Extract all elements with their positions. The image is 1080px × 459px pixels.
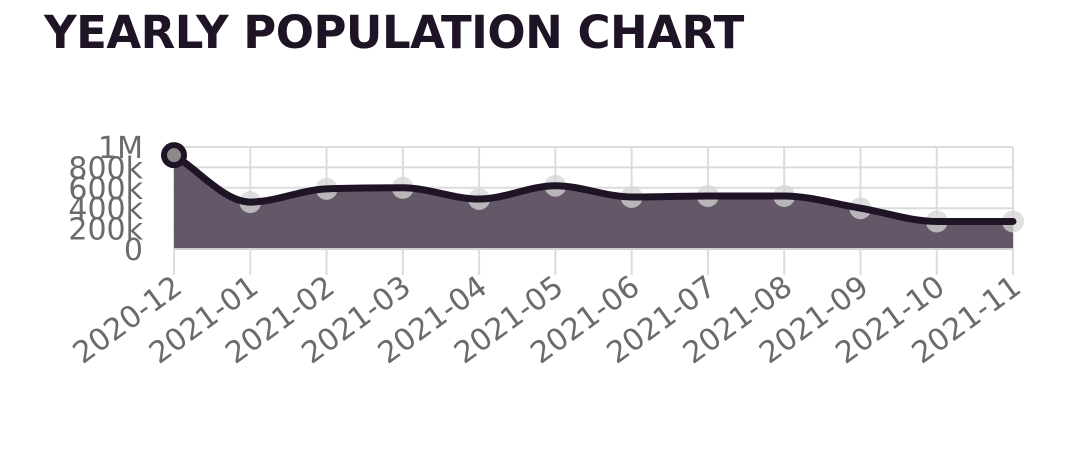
series-line	[170, 151, 1017, 225]
y-tick-label-4: 800k	[68, 151, 143, 186]
y-tick-label-5: 1M	[98, 131, 143, 166]
y-tick-label-0: 0	[124, 233, 143, 268]
y-tick-label-2: 400k	[68, 192, 143, 227]
y-tick-label-1: 200k	[68, 213, 143, 248]
y-tick-label-3: 600k	[68, 172, 143, 207]
series-area	[174, 155, 1013, 249]
data-point-0	[161, 142, 187, 169]
chart-title: YEARLY POPULATION CHART	[44, 6, 744, 59]
